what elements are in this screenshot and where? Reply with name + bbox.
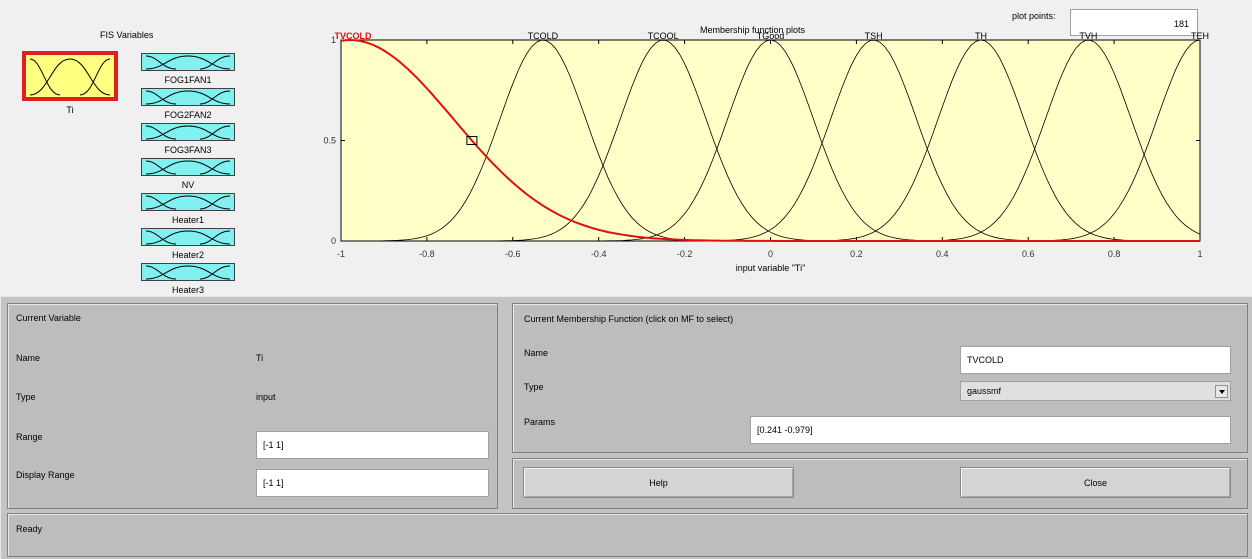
x-tick-label: -1 bbox=[337, 249, 345, 259]
y-tick-label: 0 bbox=[331, 236, 336, 246]
output-variable-label-fog1fan1: FOG1FAN1 bbox=[164, 75, 212, 85]
variable-type-value: input bbox=[256, 392, 276, 402]
membership-icon bbox=[145, 195, 231, 210]
mf-label-th[interactable]: TH bbox=[975, 31, 987, 41]
type-label: Type bbox=[16, 392, 36, 402]
mf-label-tsh[interactable]: TSH bbox=[865, 31, 883, 41]
output-variable-block-heater2[interactable] bbox=[141, 228, 235, 246]
mf-label-teh[interactable]: TEH bbox=[1191, 31, 1209, 41]
x-tick-label: 1 bbox=[1197, 249, 1202, 259]
mf-name-label: Name bbox=[524, 348, 549, 358]
range-input[interactable]: [-1 1] bbox=[256, 431, 489, 459]
mf-label-tcold[interactable]: TCOLD bbox=[528, 31, 559, 41]
output-variable-block-nv[interactable] bbox=[141, 158, 235, 176]
output-variable-block-heater1[interactable] bbox=[141, 193, 235, 211]
membership-icon bbox=[145, 265, 231, 280]
mf-label-tvcold[interactable]: TVCOLD bbox=[335, 31, 372, 41]
x-tick-label: -0.2 bbox=[677, 249, 693, 259]
output-variable-label-fog3fan3: FOG3FAN3 bbox=[164, 145, 212, 155]
status-panel: Ready bbox=[7, 513, 1248, 557]
x-tick-label: 0.8 bbox=[1108, 249, 1121, 259]
close-button[interactable]: Close bbox=[960, 467, 1231, 498]
mf-plot-title: Membership function plots bbox=[700, 25, 806, 35]
x-tick-label: 0.4 bbox=[936, 249, 949, 259]
mf-curve-tvcold[interactable] bbox=[340, 38, 1200, 242]
x-tick-label: -0.6 bbox=[505, 249, 521, 259]
mf-type-label: Type bbox=[524, 382, 544, 392]
output-variable-label-heater1: Heater1 bbox=[171, 215, 205, 225]
variable-name-value: Ti bbox=[256, 353, 264, 363]
membership-function-plot[interactable]: -1 -0.8 -0.6 -0.4 -0.2 0 0.2 0.4 0.6 0.8 1 0 0.5 1 inp… bbox=[0, 0, 1252, 290]
membership-icon bbox=[29, 58, 111, 96]
chevron-down-icon[interactable] bbox=[1215, 385, 1228, 398]
mf-type-value: gaussmf bbox=[967, 386, 1002, 396]
plot-points-label: plot points: bbox=[1012, 11, 1056, 21]
output-variable-block-fog2fan2[interactable] bbox=[141, 88, 235, 106]
params-input[interactable]: [0.241 -0.979] bbox=[750, 416, 1231, 444]
y-tick-label: 1 bbox=[331, 35, 336, 45]
y-tick-label: 0.5 bbox=[323, 136, 336, 146]
output-variable-block-fog3fan3[interactable] bbox=[141, 123, 235, 141]
x-tick-label: -0.8 bbox=[419, 249, 435, 259]
current-mf-panel: Current Membership Function (click on MF… bbox=[512, 303, 1248, 453]
x-tick-label: -0.4 bbox=[591, 249, 607, 259]
output-variable-label-heater2: Heater2 bbox=[171, 250, 205, 260]
x-tick-label: 0.2 bbox=[850, 249, 863, 259]
mf-type-dropdown[interactable]: gaussmf bbox=[960, 381, 1231, 401]
mf-drag-handle[interactable] bbox=[466, 136, 478, 145]
membership-icon bbox=[145, 90, 231, 105]
display-range-label: Display Range bbox=[16, 470, 75, 480]
plot-area bbox=[340, 39, 1201, 242]
x-axis-label: input variable "Ti" bbox=[736, 263, 806, 273]
output-variable-label-nv: NV bbox=[181, 180, 195, 190]
mf-label-tgood[interactable]: TGood bbox=[757, 31, 785, 41]
x-tick-label: 0 bbox=[768, 249, 773, 259]
output-variable-block-fog1fan1[interactable] bbox=[141, 53, 235, 71]
input-variable-ti-block[interactable] bbox=[22, 51, 118, 101]
mf-label-tcool[interactable]: TCOOL bbox=[648, 31, 679, 41]
display-range-input[interactable]: [-1 1] bbox=[256, 469, 489, 497]
x-tick-label: 0.6 bbox=[1022, 249, 1035, 259]
params-label: Params bbox=[524, 417, 556, 427]
output-variable-block-heater3[interactable] bbox=[141, 263, 235, 281]
status-text: Ready bbox=[16, 524, 43, 534]
current-variable-panel: Current Variable Name Ti Type input Rang… bbox=[7, 303, 498, 509]
current-variable-title: Current Variable bbox=[16, 313, 81, 323]
current-mf-title: Current Membership Function (click on MF… bbox=[524, 314, 734, 324]
membership-icon bbox=[145, 55, 231, 70]
mf-label-tvh[interactable]: TVH bbox=[1079, 31, 1097, 41]
membership-icon bbox=[145, 230, 231, 245]
input-variable-ti-label: Ti bbox=[66, 105, 74, 115]
output-variable-label-fog2fan2: FOG2FAN2 bbox=[164, 110, 212, 120]
mf-name-input[interactable]: TVCOLD bbox=[960, 346, 1231, 374]
range-label: Range bbox=[16, 432, 43, 442]
help-button[interactable]: Help bbox=[523, 467, 794, 498]
membership-icon bbox=[145, 125, 231, 140]
button-panel: Help Close bbox=[512, 458, 1248, 509]
plot-points-input[interactable]: 181 bbox=[1070, 9, 1198, 36]
membership-icon bbox=[145, 160, 231, 175]
output-variable-label-heater3: Heater3 bbox=[171, 285, 205, 295]
fis-variables-title: FIS Variables bbox=[100, 30, 154, 40]
name-label: Name bbox=[16, 353, 41, 363]
